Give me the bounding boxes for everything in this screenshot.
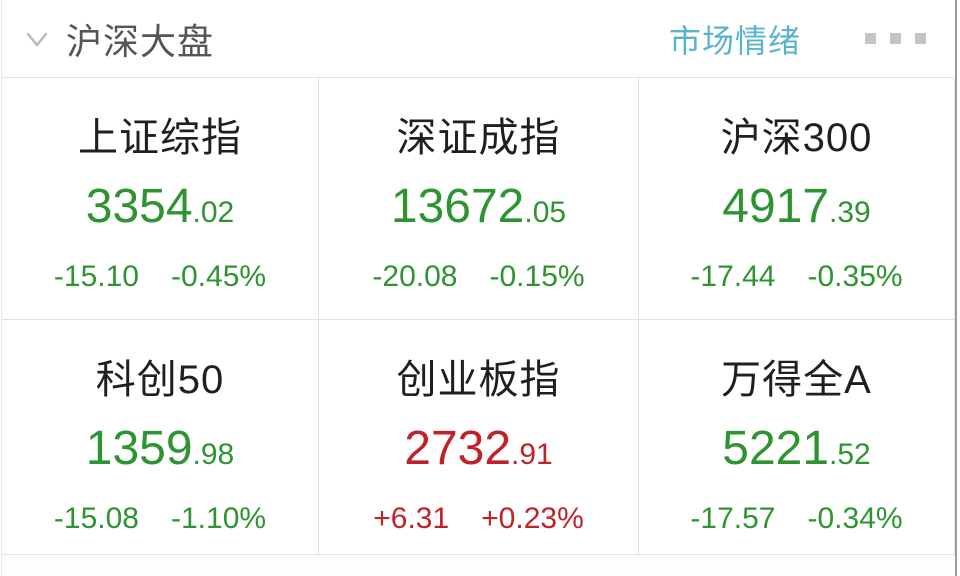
index-change: -15.08 -1.10% xyxy=(53,502,267,535)
index-change: -15.10 -0.45% xyxy=(53,260,267,293)
index-value: 1359.98 xyxy=(85,422,235,475)
section-title: 沪深大盘 xyxy=(66,20,215,62)
index-name: 沪深300 xyxy=(720,116,873,160)
more-icon[interactable] xyxy=(865,33,926,44)
left-edge-line xyxy=(1,0,2,576)
market-sentiment-link[interactable]: 市场情绪 xyxy=(668,22,801,59)
index-value: 4917.39 xyxy=(722,180,871,233)
index-value: 13672.05 xyxy=(390,180,567,233)
index-card[interactable]: 科创50 1359.98 -15.08 -1.10% xyxy=(2,320,319,555)
index-value: 5221.52 xyxy=(722,422,871,475)
index-name: 创业板指 xyxy=(396,358,561,402)
index-change: +6.31 +0.23% xyxy=(373,502,584,535)
index-change: -17.57 -0.34% xyxy=(690,502,903,535)
index-change: -20.08 -0.15% xyxy=(372,260,585,293)
index-name: 科创50 xyxy=(95,358,225,402)
chevron-down-icon[interactable] xyxy=(20,22,54,56)
index-card[interactable]: 上证综指 3354.02 -15.10 -0.45% xyxy=(2,78,319,320)
index-grid: 上证综指 3354.02 -15.10 -0.45% 深证成指 13672.05 … xyxy=(1,77,955,555)
index-name: 上证综指 xyxy=(78,116,242,160)
index-card[interactable]: 创业板指 2732.91 +6.31 +0.23% xyxy=(319,320,639,555)
index-value: 3354.02 xyxy=(85,180,235,233)
screen-edge-scrollbar xyxy=(955,0,957,576)
index-name: 深证成指 xyxy=(396,116,561,160)
index-change: -17.44 -0.35% xyxy=(690,260,903,293)
index-name: 万得全A xyxy=(721,358,872,402)
bottom-spacer xyxy=(0,555,960,576)
index-card[interactable]: 深证成指 13672.05 -20.08 -0.15% xyxy=(319,78,639,320)
index-card[interactable]: 沪深300 4917.39 -17.44 -0.35% xyxy=(639,78,955,320)
index-value: 2732.91 xyxy=(404,422,553,475)
index-card[interactable]: 万得全A 5221.52 -17.57 -0.34% xyxy=(639,320,955,555)
section-header: 沪深大盘 市场情绪 xyxy=(0,0,960,77)
